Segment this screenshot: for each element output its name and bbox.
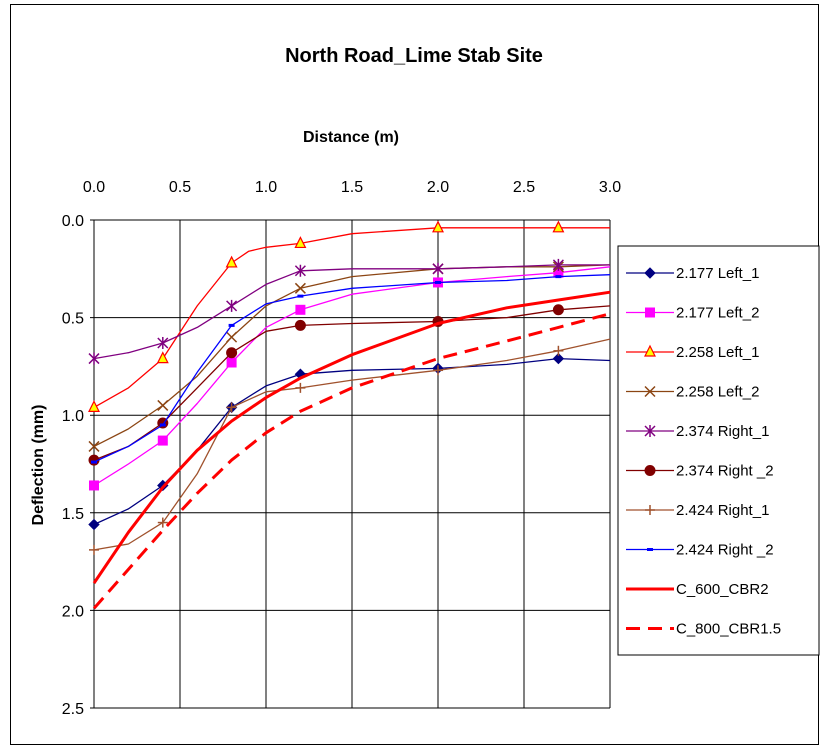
x-tick-label: 0.5 <box>169 179 191 196</box>
x-tick-label: 0.0 <box>83 179 105 196</box>
data-point <box>226 357 237 368</box>
tick-labels: 0.0 0.5 1.0 1.5 2.0 2.5 3.0 0.0 0.5 1.0 1.5 2.0 2.5 <box>62 179 621 718</box>
legend-label: 2.177 Left_1 <box>676 265 759 282</box>
data-point <box>226 402 237 413</box>
series-line-6 <box>93 305 611 461</box>
legend-marker <box>644 344 656 357</box>
data-point <box>553 345 564 356</box>
plot-series <box>88 220 611 610</box>
marker-stroke <box>88 440 100 452</box>
data-point <box>156 351 169 364</box>
x-tick-label: 2.0 <box>427 179 449 196</box>
data-point <box>226 331 238 343</box>
legend: 2.177 Left_1 2.177 Left_2 2.258 Left_1 2.25… <box>617 245 820 656</box>
marker-stroke <box>294 282 306 294</box>
legend-marker <box>645 307 655 318</box>
data-point <box>294 264 306 277</box>
data-point <box>294 236 307 249</box>
data-point <box>157 435 168 446</box>
series-line-10 <box>92 312 611 610</box>
data-point <box>552 258 564 271</box>
y-axis-title: Deflection (mm) <box>30 405 47 526</box>
legend-label: 2.424 Right _2 <box>676 542 774 559</box>
x-axis-title: Distance (m) <box>303 129 399 146</box>
y-tick-label: 1.0 <box>62 408 84 425</box>
x-tick-label: 1.5 <box>341 179 363 196</box>
series-line-8 <box>93 274 611 463</box>
legend-label: 2.374 Right_1 <box>676 423 769 440</box>
series-line-7 <box>93 338 611 551</box>
y-tick-label: 2.0 <box>62 603 84 620</box>
data-point <box>433 365 443 376</box>
legend-marker <box>644 267 656 279</box>
data-point <box>432 220 444 233</box>
marker-stroke <box>644 385 656 398</box>
legend-marker <box>644 425 656 437</box>
data-point <box>552 352 565 365</box>
data-point <box>552 220 565 233</box>
data-point <box>157 517 168 528</box>
series-line-5 <box>93 264 610 360</box>
data-point <box>432 262 444 275</box>
marker-stroke <box>157 399 169 411</box>
legend-marker <box>644 465 656 476</box>
data-point <box>88 352 100 365</box>
legend-label: 2.374 Right _2 <box>676 463 774 480</box>
data-point <box>295 304 306 315</box>
y-tick-label: 0.5 <box>62 311 84 328</box>
legend-label: 2.258 Left_2 <box>676 384 759 401</box>
data-point <box>157 399 169 411</box>
series-line-2 <box>93 266 611 487</box>
legend-label: 2.177 Left_2 <box>676 305 759 322</box>
x-tick-label: 3.0 <box>599 179 621 196</box>
legend-marker <box>645 505 655 515</box>
chart-title: North Road_Lime Stab Site <box>285 45 543 67</box>
grid-lines <box>90 219 611 709</box>
marker-stroke <box>226 331 238 343</box>
data-point <box>89 480 99 491</box>
series-line-9 <box>92 290 611 584</box>
y-tick-label: 1.5 <box>62 506 84 523</box>
data-point <box>88 440 100 452</box>
x-tick-label: 2.5 <box>513 179 535 196</box>
data-point <box>226 347 238 359</box>
y-tick-label: 2.5 <box>62 701 84 718</box>
legend-label: C_800_CBR1.5 <box>676 621 781 638</box>
series-line-1 <box>93 357 611 526</box>
legend-label: 2.258 Left_1 <box>676 344 759 361</box>
data-point <box>294 319 306 331</box>
y-tick-label: 0.0 <box>62 213 84 230</box>
x-tick-label: 1.0 <box>255 179 277 196</box>
data-point <box>295 382 306 393</box>
legend-label: C_600_CBR2 <box>676 581 769 598</box>
legend-label: 2.424 Right_1 <box>676 502 769 519</box>
data-point <box>294 282 306 294</box>
data-point <box>157 336 169 349</box>
data-point <box>89 544 99 555</box>
data-point <box>226 299 238 312</box>
data-point <box>88 400 100 412</box>
data-point <box>552 304 564 316</box>
legend-marker <box>644 385 656 398</box>
data-point <box>225 255 238 268</box>
data-point <box>88 518 100 531</box>
